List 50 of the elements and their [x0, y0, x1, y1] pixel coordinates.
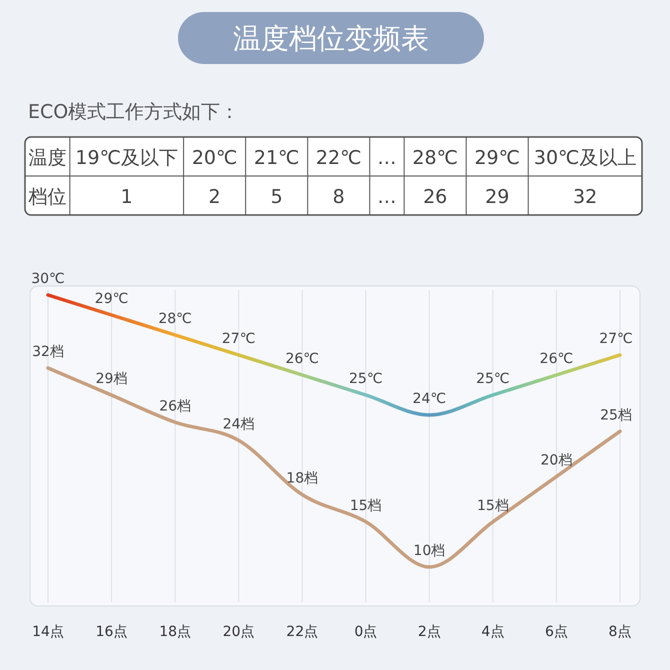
data-label: 29档	[96, 371, 128, 388]
text: 档位	[27, 186, 66, 208]
data-label: 10档	[413, 543, 446, 559]
text: …	[377, 186, 396, 208]
text: 2	[208, 186, 221, 208]
text: 8	[332, 186, 345, 208]
x-tick-label: 16点	[96, 624, 128, 640]
text: 5	[270, 186, 283, 208]
data-label: 26℃	[540, 351, 574, 367]
x-tick-label: 8点	[608, 624, 632, 640]
data-label: 32档	[32, 344, 64, 360]
x-tick-label: 0点	[354, 624, 378, 640]
x-tick-label: 2点	[418, 624, 441, 640]
text: 温度档位变频表	[233, 22, 429, 55]
data-label: 18档	[286, 470, 318, 487]
text: 29	[485, 186, 510, 208]
data-label: 15档	[350, 498, 382, 514]
text: 26	[423, 186, 448, 208]
data-label: 26档	[159, 398, 192, 414]
x-tick-label: 4点	[481, 624, 504, 640]
text: ECO模式工作方式如下：	[28, 101, 240, 123]
text: 20℃	[192, 147, 238, 169]
data-label: 25℃	[476, 371, 510, 387]
x-tick-label: 6点	[544, 624, 568, 640]
data-label: 15档	[476, 498, 509, 514]
data-label: 29℃	[94, 291, 128, 307]
data-label: 26℃	[285, 351, 319, 367]
data-label: 24档	[222, 416, 255, 432]
data-label: 28℃	[158, 311, 192, 327]
text: 29℃	[474, 147, 520, 169]
x-tick-label: 18点	[159, 624, 192, 640]
text: 22℃	[316, 147, 362, 169]
x-tick-label: 20点	[222, 624, 255, 640]
text: 30℃及以上	[534, 147, 636, 169]
text: …	[377, 147, 396, 169]
text: 温度	[28, 147, 66, 169]
x-tick-label: 14点	[32, 624, 64, 640]
data-label: 25℃	[349, 371, 383, 387]
text: 28℃	[412, 147, 458, 169]
text: 19℃及以下	[75, 147, 178, 169]
data-label: 30℃	[31, 271, 65, 287]
data-label: 27℃	[222, 331, 256, 347]
data-label: 20档	[540, 452, 572, 469]
data-label: 27℃	[599, 331, 633, 347]
x-tick-label: 22点	[286, 624, 318, 640]
data-label: 25档	[600, 407, 632, 424]
text: 1	[120, 186, 133, 208]
text: 32	[573, 186, 598, 208]
data-label: 24℃	[412, 391, 446, 407]
text: 21℃	[254, 147, 300, 169]
